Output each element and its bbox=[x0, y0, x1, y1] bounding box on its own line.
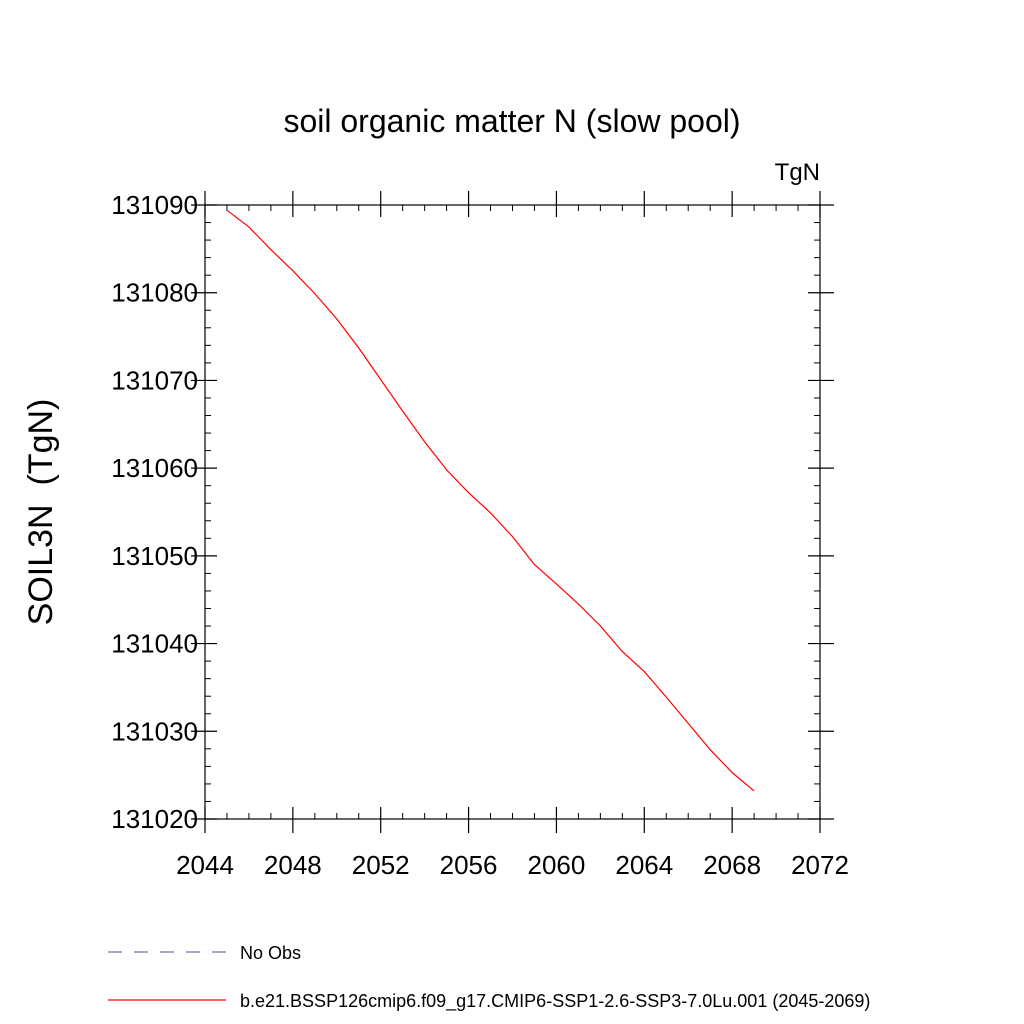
series-layer bbox=[226, 209, 755, 792]
x-tick-label: 2048 bbox=[264, 850, 322, 880]
y-axis-ticks: 131020 131030 131040 131050 131060 131070 1310… bbox=[111, 190, 834, 834]
legend-label: b.e21.BSSP126cmip6.f09_g17.CMIP6-SSP1-2.… bbox=[240, 991, 870, 1012]
y-tick-label: 131020 bbox=[111, 804, 198, 834]
y-tick-label: 131040 bbox=[111, 629, 198, 659]
x-tick-label: 2044 bbox=[176, 850, 234, 880]
x-axis-ticks: 2044 2048 2052 2056 2060 2064 2068 2072 bbox=[176, 191, 849, 880]
y-tick-label: 131050 bbox=[111, 541, 198, 571]
legend-label: No Obs bbox=[240, 943, 301, 963]
y-tick-label: 131030 bbox=[111, 716, 198, 746]
x-tick-label: 2068 bbox=[703, 850, 761, 880]
x-tick-label: 2072 bbox=[791, 850, 849, 880]
x-tick-label: 2064 bbox=[615, 850, 673, 880]
y-tick-label: 131060 bbox=[111, 453, 198, 483]
y-tick-label: 131090 bbox=[111, 190, 198, 220]
x-tick-label: 2052 bbox=[352, 850, 410, 880]
units-label: TgN bbox=[775, 159, 820, 186]
y-axis-label: SOIL3N (TgN) bbox=[22, 399, 60, 626]
y-tick-label: 131070 bbox=[111, 365, 198, 395]
x-tick-label: 2056 bbox=[440, 850, 498, 880]
x-tick-label: 2060 bbox=[528, 850, 586, 880]
y-tick-label: 131080 bbox=[111, 278, 198, 308]
legend: No Obs b.e21.BSSP126cmip6.f09_g17.CMIP6-S… bbox=[108, 943, 870, 1012]
chart-title: soil organic matter N (slow pool) bbox=[283, 103, 740, 139]
plot-frame bbox=[204, 204, 821, 820]
series-line bbox=[226, 209, 755, 792]
